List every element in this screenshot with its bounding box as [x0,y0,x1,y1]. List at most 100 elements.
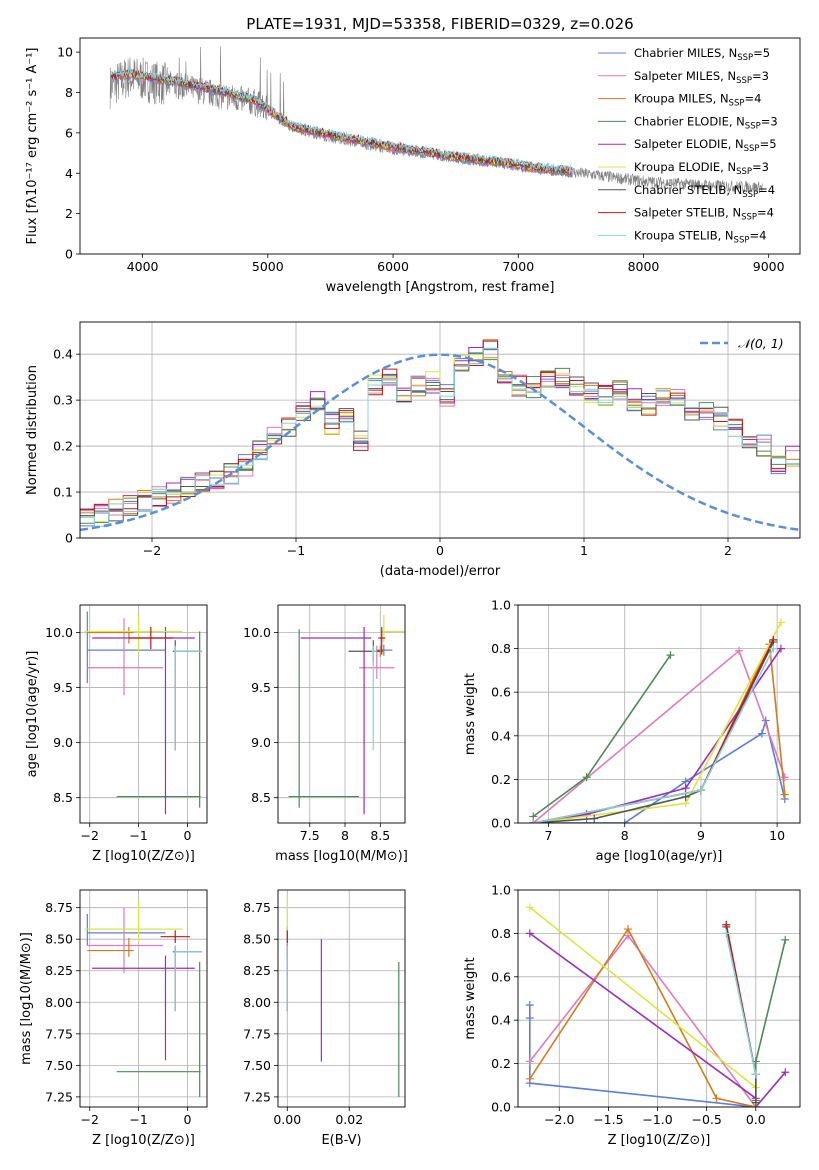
errorbar-kroupa-elodie [84,901,183,942]
y-tick-label: 0.4 [53,347,73,362]
y-tick-label: 8.75 [45,900,73,915]
weight-point [582,810,591,819]
x-tick-label: 9 [697,828,705,843]
x-tick-label: 9000 [753,259,785,274]
x-tick-label: 8 [341,828,349,843]
legend-name: Kroupa ELODIE, N [634,160,736,174]
y-tick-label: 0.8 [491,641,511,656]
weight-point [769,644,778,653]
axes-frame [79,37,801,255]
weight-line-salpeter-stelib [533,639,775,823]
y-tick-label: 8.50 [45,932,73,947]
legend-name: Salpeter STELIB, N [634,206,741,220]
x-axis-label: Z [log10(Z/Z⊙)] [608,1133,711,1148]
y-tick-label: 8.5 [251,790,271,805]
x-axis-label: E(B-V) [321,1133,361,1148]
x-tick-label: −0.5 [691,1112,721,1127]
legend-subscript: SSP [736,167,752,177]
weight-point [666,651,675,660]
x-tick-label: 7000 [502,259,534,274]
x-tick-label: −2 [81,828,99,843]
errorbar-salpeter-elodie [300,627,372,815]
x-tick-label: −1 [287,543,305,558]
y-tick-label: 8.25 [45,963,73,978]
legend-count: =4 [744,92,761,106]
y-tick-label: 4 [65,166,73,181]
x-axis-label: Z [log10(Z/Z⊙)] [92,1133,195,1148]
weight-point [780,773,789,782]
legend-name: Chabrier ELODIE, N [634,114,745,128]
plot-area-age-vs-Z [84,611,203,815]
model-spectrum-kroupa-elodie [110,69,573,174]
x-tick-label: 1 [580,543,588,558]
observed-spectrum-line [109,46,763,194]
errorbar-salpeter-miles [87,907,164,974]
y-tick-label: 0 [65,247,73,262]
x-tick-label: 6000 [377,259,409,274]
model-spectrum-chabrier-elodie [110,70,573,175]
errorbar-chabrier-elodie [116,961,201,1097]
x-axis-label: mass [log10(M/M⊙)] [275,849,408,864]
legend-subscript: SSP [742,190,758,200]
legend-count: =5 [760,137,777,151]
weight-point [735,646,744,655]
y-tick-label: 7.75 [243,1026,271,1041]
y-axis-label: mass [log10(M/M⊙)] [19,932,34,1065]
y-axis-label: Flux [fλ10⁻¹⁷ erg cm⁻² s⁻¹ A⁻¹] [25,48,40,245]
x-axis-label: wavelength [Angstrom, rest frame] [326,280,555,295]
axes-frame [79,604,208,824]
plot-area-age-vs-mass [288,614,405,815]
legend-label: Salpeter STELIB, NSSP=4 [634,206,774,223]
x-tick-label: 4000 [127,259,159,274]
errorbar-kroupa-miles [87,937,134,957]
errorbar-salpeter-stelib [128,627,173,650]
x-tick-label: 8000 [628,259,660,274]
x-tick-label: 8.5 [370,828,390,843]
model-spectrum-salpeter-elodie [111,70,573,176]
y-tick-label: 10.0 [243,625,271,640]
weight-point [529,819,538,823]
panel-residuals: −2 −1 0 1 2 0 0.1 0.2 0.3 0.4 (data-model)/error No… [25,321,801,579]
errorbar-salpeter-elodie [92,627,195,815]
weight-point [781,935,790,944]
legend-subscript: SSP [744,144,760,154]
plot-area-spectrum [109,46,763,194]
y-tick-label: 7.50 [243,1058,271,1073]
y-tick-label: 8.50 [243,932,271,947]
weight-line-kroupa-stelib [725,933,757,1075]
legend-subscript: SSP [737,53,753,63]
errorbar-kroupa-stelib [174,645,203,751]
errorbar-chabrier-miles [86,611,166,684]
axes-frame [79,321,801,539]
x-tick-label: 10 [769,828,785,843]
y-tick-label: 0.2 [491,1056,511,1071]
y-tick-label: 6 [65,125,73,140]
axes-frame [277,889,406,1108]
y-tick-label: 0.0 [491,1100,511,1115]
weight-point [776,644,785,653]
weight-point [776,618,785,627]
panel-weight-vs-age: 7 8 9 10 0.0 0.2 0.4 0.6 0.8 1.0 age [log10(age/yr… [463,598,801,864]
errorbar-kroupa-stelib [371,645,377,751]
panel-spectrum: 4000 5000 6000 7000 8000 9000 0 2 4 6 8 10 wavelengt… [25,37,801,295]
errorbar-kroupa-miles [87,627,134,644]
weight-point [712,1094,721,1103]
plot-area-weight-vs-Z [525,903,790,1107]
axes-frame [79,889,208,1108]
weight-point [696,786,705,795]
weight-point [525,929,534,938]
errorbar-kroupa-elodie [84,614,183,654]
y-tick-label: 0.2 [53,439,73,454]
legend-count: =4 [757,206,774,220]
errorbar-chabrier-elodie [288,629,360,808]
weight-point [525,1074,534,1083]
model-spectrum-kroupa-stelib [110,68,573,173]
weight-point [781,1068,790,1077]
x-axis-label: Z [log10(Z/Z⊙)] [92,849,195,864]
panel-mass-vs-Z: −2 −1 0 7.25 7.50 7.75 8.00 8.25 8.50 8.75 Z [log1… [19,889,208,1148]
weight-point [582,819,591,823]
legend-name: Kroupa MILES, N [634,92,729,106]
y-tick-label: 0.4 [491,728,511,743]
x-tick-label: 7 [545,828,553,843]
